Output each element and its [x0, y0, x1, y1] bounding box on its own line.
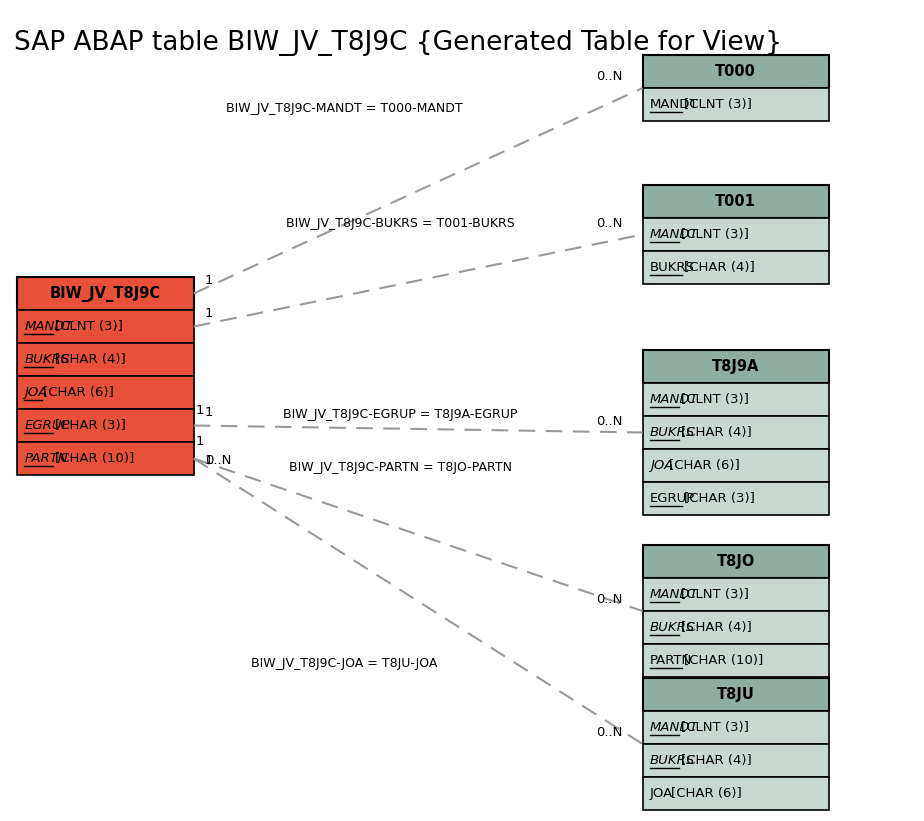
Text: SAP ABAP table BIW_JV_T8J9C {Generated Table for View}: SAP ABAP table BIW_JV_T8J9C {Generated T… — [14, 30, 782, 56]
Text: T8JO: T8JO — [716, 554, 755, 569]
Text: 1: 1 — [196, 403, 204, 416]
Text: EGRUP: EGRUP — [650, 492, 695, 505]
Text: 0..N: 0..N — [596, 217, 623, 230]
Text: 0..N: 0..N — [596, 593, 623, 606]
Bar — [642, 383, 829, 416]
Bar — [642, 88, 829, 121]
Text: [CHAR (6)]: [CHAR (6)] — [43, 386, 115, 399]
Text: [CHAR (6)]: [CHAR (6)] — [669, 459, 740, 472]
Text: BIW_JV_T8J9C-BUKRS = T001-BUKRS: BIW_JV_T8J9C-BUKRS = T001-BUKRS — [286, 217, 515, 230]
Bar — [642, 218, 829, 251]
Text: [CLNT (3)]: [CLNT (3)] — [681, 721, 748, 734]
Bar — [642, 350, 829, 383]
Bar — [17, 277, 194, 310]
Text: [CHAR (4)]: [CHAR (4)] — [681, 754, 751, 767]
Bar — [642, 416, 829, 449]
Text: 1: 1 — [205, 306, 213, 319]
Text: T001: T001 — [715, 194, 756, 209]
Bar — [642, 185, 829, 218]
Bar — [642, 578, 829, 611]
Text: BIW_JV_T8J9C: BIW_JV_T8J9C — [50, 286, 161, 301]
Text: [CHAR (4)]: [CHAR (4)] — [681, 426, 751, 439]
Text: T8JU: T8JU — [717, 687, 755, 702]
Text: BIW_JV_T8J9C-MANDT = T000-MANDT: BIW_JV_T8J9C-MANDT = T000-MANDT — [226, 102, 463, 115]
Text: [CLNT (3)]: [CLNT (3)] — [681, 228, 748, 241]
Text: 1: 1 — [205, 453, 213, 466]
Text: 1: 1 — [205, 406, 213, 419]
Text: MANDT: MANDT — [24, 320, 73, 333]
Bar — [17, 442, 194, 475]
Text: BIW_JV_T8J9C-PARTN = T8JO-PARTN: BIW_JV_T8J9C-PARTN = T8JO-PARTN — [289, 461, 512, 474]
Bar — [642, 251, 829, 284]
Text: JOA: JOA — [24, 386, 48, 399]
Bar — [17, 343, 194, 376]
Text: [CHAR (4)]: [CHAR (4)] — [55, 353, 126, 366]
Text: BUKRS: BUKRS — [650, 426, 695, 439]
Text: [CHAR (3)]: [CHAR (3)] — [55, 419, 126, 432]
Text: [CLNT (3)]: [CLNT (3)] — [684, 98, 751, 111]
Text: T000: T000 — [715, 64, 756, 79]
Text: 0..N: 0..N — [205, 453, 231, 466]
Bar — [642, 744, 829, 777]
Text: [CLNT (3)]: [CLNT (3)] — [681, 393, 748, 406]
Bar — [17, 376, 194, 409]
Bar — [642, 678, 829, 711]
Bar — [642, 482, 829, 515]
Bar — [17, 409, 194, 442]
Bar — [642, 711, 829, 744]
Bar — [642, 777, 829, 810]
Bar — [642, 644, 829, 677]
Text: JOA: JOA — [650, 787, 674, 800]
Text: [CLNT (3)]: [CLNT (3)] — [55, 320, 123, 333]
Text: MANDT: MANDT — [650, 393, 699, 406]
Text: 0..N: 0..N — [596, 70, 623, 83]
Text: [CLNT (3)]: [CLNT (3)] — [681, 588, 748, 601]
Bar — [642, 449, 829, 482]
Text: [CHAR (3)]: [CHAR (3)] — [684, 492, 754, 505]
Text: T8J9A: T8J9A — [712, 359, 760, 374]
Text: 0..N: 0..N — [596, 726, 623, 739]
Text: BIW_JV_T8J9C-EGRUP = T8J9A-EGRUP: BIW_JV_T8J9C-EGRUP = T8J9A-EGRUP — [284, 407, 517, 420]
Text: [CHAR (4)]: [CHAR (4)] — [681, 621, 751, 634]
Bar — [642, 545, 829, 578]
Text: JOA: JOA — [650, 459, 674, 472]
Text: [CHAR (4)]: [CHAR (4)] — [684, 261, 754, 274]
Text: MANDT: MANDT — [650, 588, 699, 601]
Text: BUKRS: BUKRS — [650, 754, 695, 767]
Text: 1: 1 — [196, 434, 204, 447]
Text: PARTN: PARTN — [650, 654, 692, 667]
Text: BUKRS: BUKRS — [650, 621, 695, 634]
Text: MANDT: MANDT — [650, 721, 699, 734]
Bar — [642, 611, 829, 644]
Text: MANDT: MANDT — [650, 98, 699, 111]
Text: [CHAR (6)]: [CHAR (6)] — [671, 787, 742, 800]
Text: MANDT: MANDT — [650, 228, 699, 241]
Text: BUKRS: BUKRS — [650, 261, 695, 274]
Text: [CHAR (10)]: [CHAR (10)] — [55, 452, 134, 465]
Text: 0..N: 0..N — [596, 415, 623, 428]
Text: BUKRS: BUKRS — [24, 353, 69, 366]
Text: EGRUP: EGRUP — [24, 419, 70, 432]
Text: [CHAR (10)]: [CHAR (10)] — [684, 654, 763, 667]
Bar — [17, 310, 194, 343]
Text: 1: 1 — [205, 273, 213, 287]
Bar — [642, 55, 829, 88]
Text: PARTN: PARTN — [24, 452, 68, 465]
Text: BIW_JV_T8J9C-JOA = T8JU-JOA: BIW_JV_T8J9C-JOA = T8JU-JOA — [251, 657, 438, 670]
